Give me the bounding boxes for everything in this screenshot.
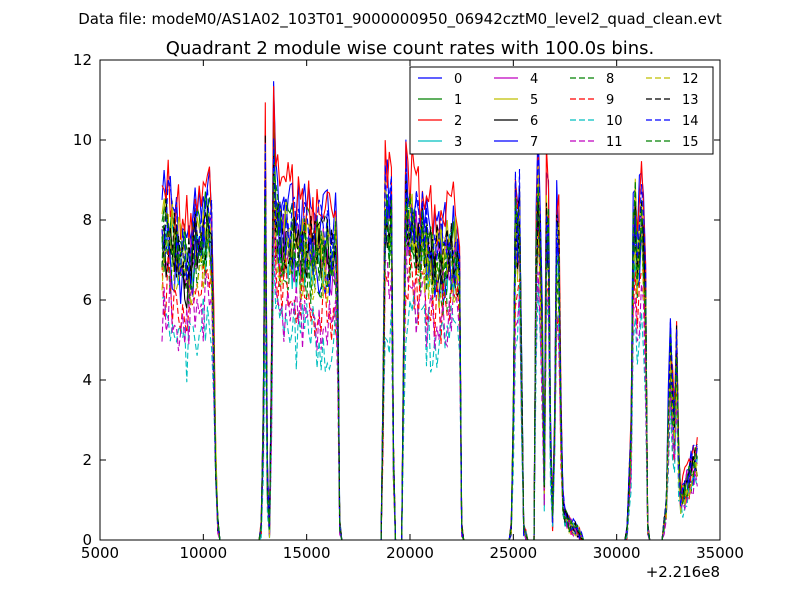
y-tick-label: 4 (82, 371, 92, 389)
x-tick-label: 5000 (81, 544, 119, 562)
legend-label-3: 3 (454, 135, 462, 150)
series-line-9 (161, 192, 698, 540)
legend-label-2: 2 (454, 114, 462, 129)
y-tick-label: 2 (82, 451, 92, 469)
series-line-8 (161, 143, 698, 540)
y-tick-label: 12 (73, 51, 92, 69)
series-line-12 (161, 169, 698, 540)
x-tick-label: 35000 (696, 544, 744, 562)
legend-box (409, 66, 714, 155)
legend-label-15: 15 (682, 135, 699, 150)
legend-label-7: 7 (530, 135, 538, 150)
series-line-14 (161, 138, 698, 540)
legend-label-4: 4 (530, 72, 538, 87)
series-layer (161, 81, 698, 540)
series-line-10 (161, 248, 698, 540)
x-tick-label: 25000 (489, 544, 537, 562)
series-line-2 (161, 86, 698, 540)
y-tick-label: 8 (82, 211, 92, 229)
chart-title: Quadrant 2 module wise count rates with … (166, 38, 655, 59)
legend-label-8: 8 (606, 72, 614, 87)
legend-label-10: 10 (606, 114, 623, 129)
legend-label-0: 0 (454, 72, 462, 87)
series-line-15 (161, 174, 698, 540)
x-tick-label: 10000 (179, 544, 227, 562)
legend-label-9: 9 (606, 93, 614, 108)
x-tick-label: 15000 (283, 544, 331, 562)
x-offset-label: +2.216e8 (646, 563, 720, 581)
legend-label-11: 11 (606, 135, 623, 150)
legend-label-5: 5 (530, 93, 538, 108)
legend-label-6: 6 (530, 114, 538, 129)
x-tick-label: 30000 (593, 544, 641, 562)
series-line-4 (161, 161, 698, 540)
series-line-13 (161, 134, 698, 540)
y-tick-label: 10 (73, 131, 92, 149)
legend-label-13: 13 (682, 93, 699, 108)
y-tick-label: 0 (82, 531, 92, 549)
x-tick-label: 20000 (386, 544, 434, 562)
legend-label-1: 1 (454, 93, 462, 108)
legend-label-14: 14 (682, 114, 699, 129)
figure-suptitle: Data file: modeM0/AS1A02_103T01_90000009… (78, 10, 722, 29)
y-tick-label: 6 (82, 291, 92, 309)
series-line-6 (161, 186, 698, 540)
axis-ticks: 5000 10000 15000 20000 25000 30000 35000 0 2 4 6 8 1… (73, 51, 744, 562)
series-line-0 (161, 81, 698, 540)
legend-label-12: 12 (682, 72, 699, 87)
